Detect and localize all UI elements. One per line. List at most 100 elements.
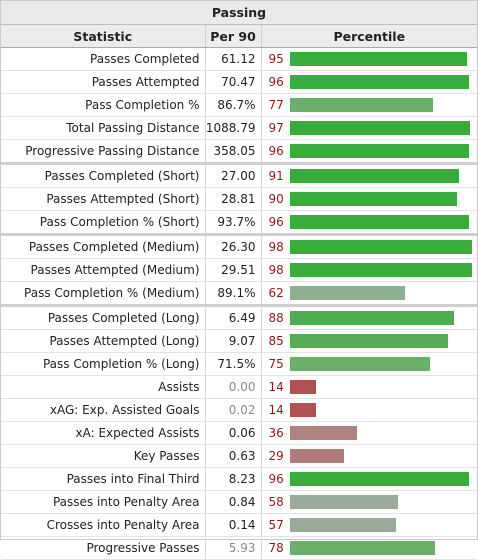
table-row: Total Passing Distance 1088.79 97 bbox=[1, 116, 477, 140]
percentile-bar bbox=[289, 495, 398, 509]
percentile-cell: 36 bbox=[261, 421, 477, 445]
percentile-value: 88 bbox=[268, 311, 284, 325]
percentile-bar bbox=[289, 357, 430, 371]
percentile-bar bbox=[289, 334, 448, 348]
stat-name-cell: Passes into Penalty Area bbox=[1, 490, 206, 514]
per90-value-cell: 70.47 bbox=[205, 70, 262, 94]
stat-name-cell: Passes Attempted (Medium) bbox=[1, 258, 206, 282]
column-header-per90[interactable]: Per 90 bbox=[205, 25, 262, 48]
table-row: Passes Completed 61.12 95 bbox=[1, 47, 477, 71]
per90-value-cell: 0.00 bbox=[205, 375, 262, 399]
percentile-cell: 29 bbox=[261, 444, 477, 468]
percentile-bar bbox=[289, 449, 344, 463]
per90-value-cell: 358.05 bbox=[205, 139, 262, 164]
percentile-value: 85 bbox=[268, 334, 284, 348]
stat-name-cell: Assists bbox=[1, 375, 206, 399]
percentile-value: 96 bbox=[268, 75, 284, 89]
percentile-bar bbox=[289, 426, 357, 440]
stat-name-cell: Pass Completion % (Medium) bbox=[1, 281, 206, 306]
table-row: Pass Completion % (Short) 93.7% 96 bbox=[1, 210, 477, 235]
percentile-bar bbox=[289, 75, 469, 89]
percentile-cell: 77 bbox=[261, 93, 477, 117]
table-row: Passes Completed (Long) 6.49 88 bbox=[1, 304, 477, 330]
percentile-cell: 14 bbox=[261, 375, 477, 399]
per90-value-cell: 8.23 bbox=[205, 467, 262, 491]
stat-name-cell: Passes Completed (Short) bbox=[1, 162, 206, 188]
per90-value-cell: 6.49 bbox=[205, 304, 262, 330]
table-row: Passes into Final Third 8.23 96 bbox=[1, 467, 477, 491]
percentile-value: 36 bbox=[268, 426, 284, 440]
per90-value-cell: 0.02 bbox=[205, 398, 262, 422]
percentile-value: 14 bbox=[268, 403, 284, 417]
percentile-value: 98 bbox=[268, 263, 284, 277]
percentile-value: 78 bbox=[268, 541, 284, 555]
percentile-cell: 62 bbox=[261, 281, 477, 306]
table-row: xA: Expected Assists 0.06 36 bbox=[1, 421, 477, 445]
percentile-value: 98 bbox=[268, 240, 284, 254]
table-row: Passes Attempted (Long) 9.07 85 bbox=[1, 329, 477, 353]
column-header-statistic[interactable]: Statistic bbox=[1, 25, 206, 48]
per90-value-cell: 0.84 bbox=[205, 490, 262, 514]
percentile-bar bbox=[289, 380, 316, 394]
per90-value-cell: 61.12 bbox=[205, 47, 262, 71]
per90-value-cell: 0.06 bbox=[205, 421, 262, 445]
percentile-value: 91 bbox=[268, 169, 284, 183]
stat-name-cell: Passes Completed (Long) bbox=[1, 304, 206, 330]
table-row: Passes into Penalty Area 0.84 58 bbox=[1, 490, 477, 514]
percentile-cell: 98 bbox=[261, 233, 477, 259]
stat-name-cell: Passes Attempted bbox=[1, 70, 206, 94]
stat-name-cell: xAG: Exp. Assisted Goals bbox=[1, 398, 206, 422]
percentile-value: 90 bbox=[268, 192, 284, 206]
table-row: Pass Completion % (Medium) 89.1% 62 bbox=[1, 281, 477, 306]
percentile-value: 96 bbox=[268, 472, 284, 486]
percentile-cell: 90 bbox=[261, 187, 477, 211]
per90-value-cell: 86.7% bbox=[205, 93, 262, 117]
percentile-cell: 88 bbox=[261, 304, 477, 330]
percentile-bar bbox=[289, 311, 454, 325]
percentile-cell: 96 bbox=[261, 139, 477, 164]
per90-value-cell: 27.00 bbox=[205, 162, 262, 188]
stat-name-cell: Crosses into Penalty Area bbox=[1, 513, 206, 537]
table-row: Pass Completion % (Long) 71.5% 75 bbox=[1, 352, 477, 376]
percentile-bar bbox=[289, 518, 396, 532]
percentile-value: 57 bbox=[268, 518, 284, 532]
column-header-percentile[interactable]: Percentile bbox=[261, 25, 477, 48]
table-row: Assists 0.00 14 bbox=[1, 375, 477, 399]
percentile-cell: 95 bbox=[261, 47, 477, 71]
percentile-bar bbox=[289, 541, 435, 555]
percentile-bar bbox=[289, 121, 470, 135]
percentile-value: 29 bbox=[268, 449, 284, 463]
stat-name-cell: Progressive Passing Distance bbox=[1, 139, 206, 164]
percentile-bar bbox=[289, 169, 459, 183]
stat-name-cell: Total Passing Distance bbox=[1, 116, 206, 140]
percentile-bar bbox=[289, 144, 469, 158]
percentile-value: 96 bbox=[268, 215, 284, 229]
percentile-value: 95 bbox=[268, 52, 284, 66]
passing-stats-table: Statistic Per 90 Percentile Passes Compl… bbox=[1, 25, 477, 560]
percentile-cell: 97 bbox=[261, 116, 477, 140]
per90-value-cell: 0.14 bbox=[205, 513, 262, 537]
percentile-cell: 57 bbox=[261, 513, 477, 537]
percentile-cell: 91 bbox=[261, 162, 477, 188]
percentile-bar bbox=[289, 215, 469, 229]
table-row: Passes Completed (Medium) 26.30 98 bbox=[1, 233, 477, 259]
percentile-value: 97 bbox=[268, 121, 284, 135]
percentile-bar bbox=[289, 263, 472, 277]
percentile-cell: 96 bbox=[261, 70, 477, 94]
per90-value-cell: 29.51 bbox=[205, 258, 262, 282]
per90-value-cell: 71.5% bbox=[205, 352, 262, 376]
table-row: Key Passes 0.63 29 bbox=[1, 444, 477, 468]
per90-value-cell: 0.63 bbox=[205, 444, 262, 468]
stat-name-cell: Passes Completed (Medium) bbox=[1, 233, 206, 259]
stat-name-cell: Pass Completion % (Long) bbox=[1, 352, 206, 376]
percentile-value: 75 bbox=[268, 357, 284, 371]
percentile-bar bbox=[289, 98, 433, 112]
percentile-cell: 98 bbox=[261, 258, 477, 282]
percentile-value: 58 bbox=[268, 495, 284, 509]
percentile-bar bbox=[289, 403, 316, 417]
panel-title: Passing bbox=[1, 1, 477, 25]
stat-name-cell: xA: Expected Assists bbox=[1, 421, 206, 445]
table-row: Progressive Passing Distance 358.05 96 bbox=[1, 139, 477, 164]
stat-name-cell: Pass Completion % bbox=[1, 93, 206, 117]
